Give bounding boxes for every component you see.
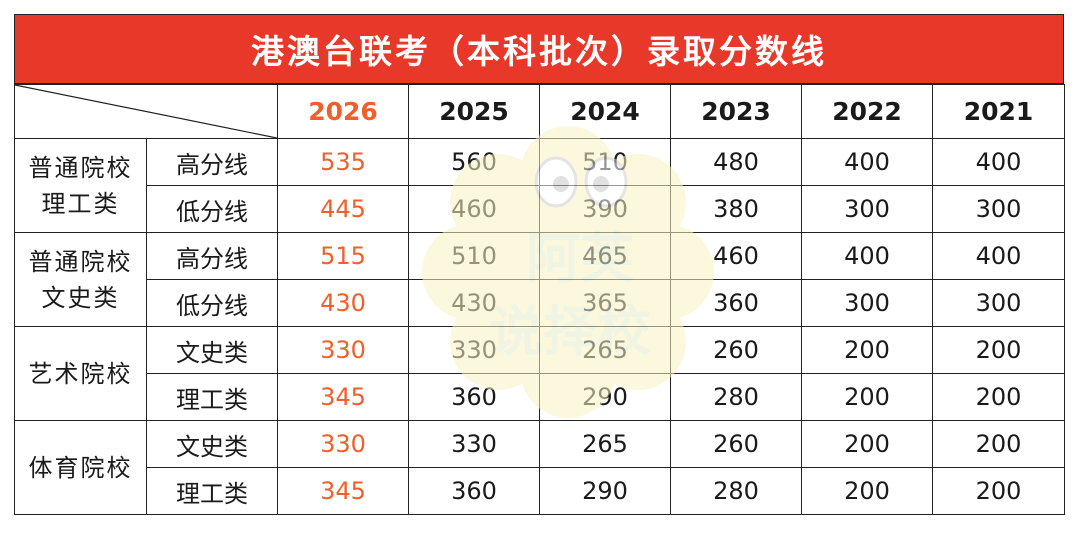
- row-label: 低分线: [146, 185, 278, 233]
- score-cell: 260: [670, 420, 802, 468]
- score-cell: 200: [932, 373, 1065, 421]
- corner-cell: [14, 84, 278, 139]
- group-label-line1: 普通院校: [28, 247, 133, 276]
- score-cell: 430: [408, 279, 540, 327]
- group-label: 体育院校: [14, 420, 147, 515]
- score-cell: 400: [932, 232, 1065, 280]
- score-cell: 200: [801, 467, 933, 515]
- score-cell: 265: [539, 326, 671, 374]
- table-row: 普通院校 文史类 高分线 515 510 465 460 400 400: [14, 232, 1065, 327]
- group-label-line2: 文史类: [41, 283, 120, 312]
- diagonal-divider: [15, 85, 277, 138]
- score-cell: 510: [408, 232, 540, 280]
- score-table-card: 港澳台联考（本科批次）录取分数线 2026 2025 2024 2023 202…: [14, 14, 1065, 518]
- score-cell: 330: [408, 420, 540, 468]
- score-cell: 465: [539, 232, 671, 280]
- score-cell: 365: [539, 279, 671, 327]
- table-row: 体育院校 文史类 330 330 265 260 200 200: [14, 420, 1065, 515]
- score-cell: 360: [408, 373, 540, 421]
- table-row: 理工类 345 360 290 280 200 200: [15, 467, 1065, 515]
- year-header: 2022: [801, 84, 933, 139]
- score-cell: 200: [932, 420, 1065, 468]
- score-cell: 200: [801, 326, 933, 374]
- score-cell: 330: [408, 326, 540, 374]
- score-cell: 460: [670, 232, 802, 280]
- group-label: 普通院校 理工类: [14, 138, 147, 233]
- row-label: 高分线: [146, 138, 278, 186]
- score-cell: 515: [277, 232, 409, 280]
- year-header: 2025: [408, 84, 540, 139]
- score-cell: 345: [277, 467, 409, 515]
- score-cell: 560: [408, 138, 540, 186]
- score-cell: 460: [408, 185, 540, 233]
- group-label-line1: 体育院校: [28, 453, 133, 482]
- score-cell: 280: [670, 373, 802, 421]
- group-label-line1: 艺术院校: [28, 359, 133, 388]
- score-cell: 200: [801, 420, 933, 468]
- score-cell: 430: [277, 279, 409, 327]
- score-cell: 400: [801, 232, 933, 280]
- score-cell: 360: [670, 279, 802, 327]
- row-label: 文史类: [146, 326, 278, 374]
- score-cell: 300: [932, 279, 1065, 327]
- score-cell: 480: [670, 138, 802, 186]
- score-cell: 400: [932, 138, 1065, 186]
- score-cell: 390: [539, 185, 671, 233]
- row-label: 低分线: [146, 279, 278, 327]
- score-cell: 445: [277, 185, 409, 233]
- table-row: 普通院校 理工类 高分线 535 560 510 480 400 400: [14, 138, 1065, 233]
- year-header: 2026: [277, 84, 409, 139]
- score-cell: 330: [277, 420, 409, 468]
- score-cell: 300: [932, 185, 1065, 233]
- score-cell: 260: [670, 326, 802, 374]
- year-header: 2023: [670, 84, 802, 139]
- score-cell: 510: [539, 138, 671, 186]
- score-cell: 200: [801, 373, 933, 421]
- score-cell: 200: [932, 326, 1065, 374]
- score-cell: 380: [670, 185, 802, 233]
- score-cell: 280: [670, 467, 802, 515]
- year-header: 2024: [539, 84, 671, 139]
- row-label: 高分线: [146, 232, 278, 280]
- score-cell: 300: [801, 279, 933, 327]
- score-cell: 400: [801, 138, 933, 186]
- score-cell: 535: [277, 138, 409, 186]
- row-label: 文史类: [146, 420, 278, 468]
- row-label: 理工类: [146, 467, 278, 515]
- group-label: 普通院校 文史类: [14, 232, 147, 327]
- table-row: 低分线 445 460 390 380 300 300: [15, 185, 1065, 233]
- table-row: 艺术院校 文史类 330 330 265 260 200 200: [14, 326, 1065, 421]
- score-cell: 290: [539, 373, 671, 421]
- score-cell: 265: [539, 420, 671, 468]
- table-title: 港澳台联考（本科批次）录取分数线: [14, 14, 1064, 84]
- row-label: 理工类: [146, 373, 278, 421]
- score-cell: 330: [277, 326, 409, 374]
- group-label: 艺术院校: [14, 326, 147, 421]
- score-cell: 200: [932, 467, 1065, 515]
- group-label-line1: 普通院校: [28, 153, 133, 182]
- year-header: 2021: [932, 84, 1065, 139]
- header-row: 2026 2025 2024 2023 2022 2021: [14, 84, 1065, 139]
- score-table: 2026 2025 2024 2023 2022 2021 普通院校 理工类 高…: [14, 84, 1065, 515]
- score-cell: 300: [801, 185, 933, 233]
- score-cell: 345: [277, 373, 409, 421]
- score-cell: 290: [539, 467, 671, 515]
- score-cell: 360: [408, 467, 540, 515]
- table-row: 低分线 430 430 365 360 300 300: [15, 279, 1065, 327]
- group-label-line2: 理工类: [41, 189, 120, 218]
- table-row: 理工类 345 360 290 280 200 200: [15, 373, 1065, 421]
